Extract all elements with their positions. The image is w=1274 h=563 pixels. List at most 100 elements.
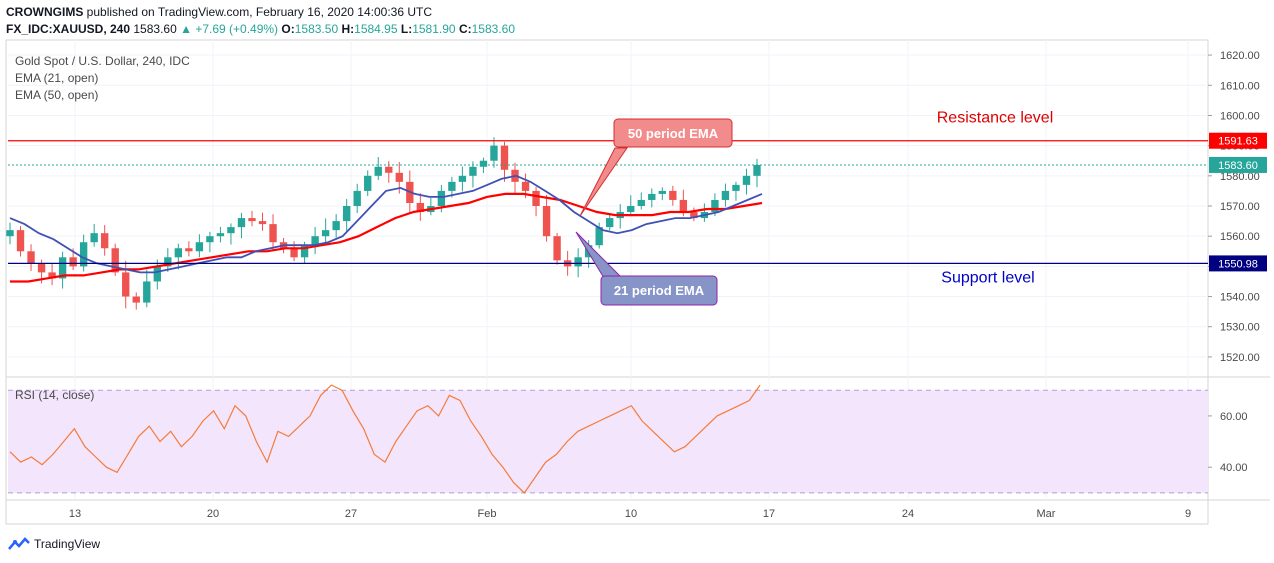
candle-body	[637, 199, 645, 206]
price-change: ▲ +7.69 (+0.49%)	[180, 22, 279, 36]
candle-body	[353, 190, 361, 206]
candle-body	[521, 181, 530, 191]
resistance-price-label: 1591.63	[1218, 136, 1258, 148]
rsi-band	[8, 390, 1208, 493]
symbol-line: FX_IDC:XAUUSD, 240 1583.60 ▲ +7.69 (+0.4…	[6, 22, 515, 36]
candle-body	[742, 175, 751, 185]
tradingview-icon	[8, 537, 30, 550]
ema50-callout-box	[613, 118, 733, 148]
candle-body	[48, 272, 56, 279]
last-price-label: 1583.60	[1218, 160, 1258, 172]
candle-body	[164, 257, 172, 267]
candle-body	[27, 251, 35, 264]
ema50-line	[10, 192, 763, 283]
publish-line: CROWNGIMS published on TradingView.com, …	[6, 5, 432, 19]
candle-body	[479, 160, 488, 167]
resistance-level-label: Resistance level	[937, 110, 1054, 127]
time-tick-label: Mar	[1037, 508, 1056, 520]
high-value: 1584.95	[354, 22, 398, 36]
candle-body	[500, 145, 509, 170]
candle-body	[143, 281, 151, 303]
candle-body	[58, 257, 67, 279]
close-label: C:	[458, 22, 472, 36]
tradingview-logo[interactable]: TradingView	[8, 537, 100, 551]
candle-body	[79, 242, 88, 267]
candle-body	[595, 227, 603, 246]
candle-body	[648, 193, 656, 200]
price-marker-box	[1209, 156, 1267, 173]
candle-body	[290, 248, 298, 258]
candle-body	[227, 227, 235, 234]
candle-body	[16, 230, 25, 252]
candle-body	[574, 257, 582, 267]
rsi-tick-label: 60.00	[1220, 411, 1248, 423]
price-marker-box	[1209, 132, 1267, 149]
candle-body	[437, 190, 446, 206]
candle-body	[90, 233, 98, 243]
candle-body	[374, 166, 382, 176]
candle-body	[342, 206, 351, 222]
time-tick-label: 17	[763, 508, 775, 520]
tradingview-label: TradingView	[34, 537, 101, 551]
author-name[interactable]: CROWNGIMS	[6, 5, 84, 19]
candle-body	[101, 233, 109, 249]
candle-body	[416, 202, 425, 213]
ema21-callout-label: 21 period EMA	[614, 283, 705, 298]
close-value: 1583.60	[471, 22, 515, 36]
candle-body	[627, 206, 635, 213]
open-value: 1583.50	[294, 22, 339, 36]
time-tick-label: 10	[625, 508, 637, 520]
candle-body	[69, 257, 77, 267]
ema21-callout-box	[600, 275, 718, 306]
low-label: L:	[400, 22, 413, 36]
candle-body	[690, 212, 698, 219]
price-tick-label: 1540.00	[1220, 292, 1260, 304]
candle-body	[679, 199, 688, 213]
ema50-callout-pointer	[579, 147, 628, 217]
high-label: H:	[341, 22, 355, 36]
price-tick-label: 1620.00	[1220, 50, 1260, 62]
candle-body	[300, 245, 309, 258]
price-tick-label: 1520.00	[1220, 352, 1260, 364]
candle-body	[458, 175, 467, 182]
support-level-label: Support level	[941, 269, 1034, 286]
candle-body	[269, 224, 277, 243]
candle-body	[132, 296, 140, 303]
candle-body	[6, 230, 14, 237]
legend-ema21[interactable]: EMA (21, open)	[15, 71, 99, 85]
candle-body	[553, 236, 561, 261]
candle-body	[185, 248, 193, 252]
candle-body	[37, 263, 46, 273]
price-tick-label: 1570.00	[1220, 201, 1260, 213]
candle-body	[606, 218, 614, 228]
candle-body	[669, 190, 677, 200]
candle-body	[206, 236, 214, 243]
candle-body	[111, 248, 119, 273]
candle-body	[122, 272, 130, 297]
legend-rsi[interactable]: RSI (14, close)	[15, 388, 95, 402]
last-price: 1583.60	[133, 22, 177, 36]
low-value: 1581.90	[412, 22, 456, 36]
publish-info: published on TradingView.com, February 1…	[86, 5, 432, 19]
time-tick-label: Feb	[478, 508, 497, 520]
ema50-callout-label: 50 period EMA	[628, 126, 719, 141]
time-tick-label: 24	[902, 508, 914, 520]
price-tick-label: 1530.00	[1220, 322, 1260, 334]
candle-body	[216, 233, 225, 237]
open-label: O:	[281, 22, 295, 36]
candle-body	[753, 164, 761, 176]
ema21-line	[9, 174, 763, 274]
candle-body	[364, 175, 372, 191]
symbol-name: FX_IDC:XAUUSD, 240	[6, 22, 131, 36]
legend-title[interactable]: Gold Spot / U.S. Dollar, 240, IDC	[15, 54, 190, 68]
candle-body	[174, 248, 183, 258]
price-tick-label: 1560.00	[1220, 231, 1260, 243]
candle-body	[332, 221, 340, 231]
legend-ema50[interactable]: EMA (50, open)	[15, 88, 99, 102]
candle-body	[721, 190, 730, 200]
time-tick-label: 13	[69, 508, 81, 520]
candle-body	[311, 236, 319, 246]
support-price-label: 1550.98	[1218, 258, 1258, 270]
candle-body	[248, 218, 256, 222]
